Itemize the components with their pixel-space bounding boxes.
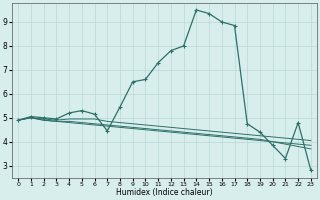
- X-axis label: Humidex (Indice chaleur): Humidex (Indice chaleur): [116, 188, 213, 197]
